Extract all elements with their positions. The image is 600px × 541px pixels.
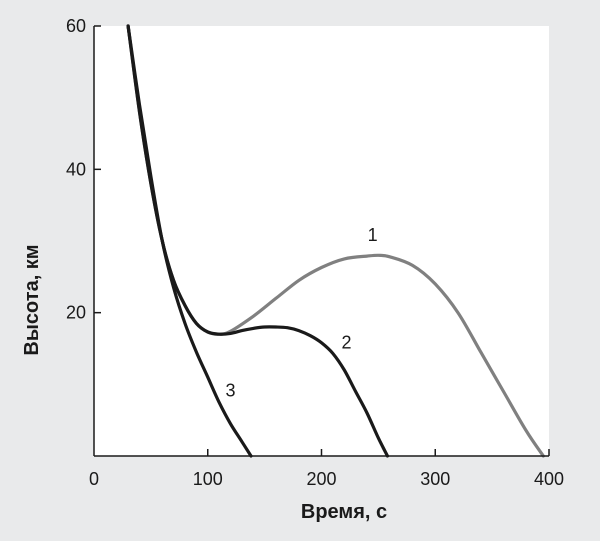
tick-labels: 0 100 200 300 400 20 40 60: [66, 16, 564, 489]
curve-3: [126, 24, 253, 458]
x-tick-label-200: 200: [306, 469, 336, 489]
curves: [126, 24, 545, 458]
y-axis-title: Высота, км: [21, 244, 43, 355]
y-tick-label-60: 60: [66, 16, 86, 36]
x-tick-label-400: 400: [534, 469, 564, 489]
plot-area: [94, 26, 549, 456]
x-tick-label-100: 100: [193, 469, 223, 489]
ticks: [94, 25, 550, 456]
y-tick-label-40: 40: [66, 159, 86, 179]
curve-labels: 1 2 3: [225, 225, 377, 401]
x-tick-label-0: 0: [89, 469, 99, 489]
x-axis-title: Время, с: [301, 501, 387, 523]
curve-label-3: 3: [225, 381, 235, 401]
x-tick-label-300: 300: [420, 469, 450, 489]
curve-label-1: 1: [368, 225, 378, 245]
y-tick-label-20: 20: [66, 303, 86, 323]
curve-label-2: 2: [342, 333, 352, 353]
